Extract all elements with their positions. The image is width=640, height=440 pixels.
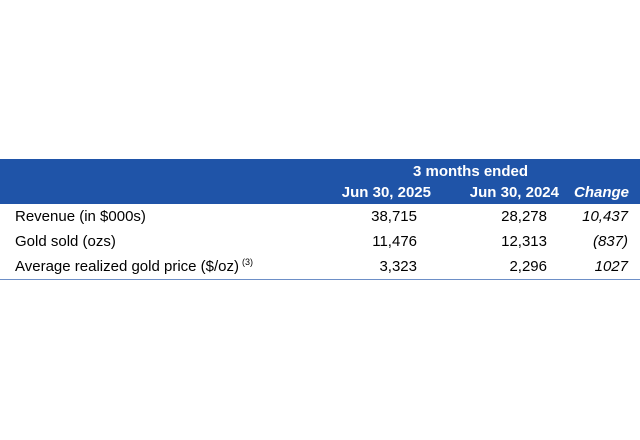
table-row-revenue: Revenue (in $000s) 38,715 28,278 10,437 xyxy=(0,204,640,229)
table-body: Revenue (in $000s) 38,715 28,278 10,437 … xyxy=(0,204,640,280)
value-change: 1027 xyxy=(594,258,628,275)
table-row-average-gold-price: Average realized gold price ($/oz) (3) 3,… xyxy=(0,254,640,279)
value-current: 11,476 xyxy=(372,233,417,250)
value-prior: 28,278 xyxy=(501,208,547,225)
row-label-text: Average realized gold price ($/oz) xyxy=(15,258,240,275)
row-label: Revenue (in $000s) xyxy=(15,208,146,225)
column-header-prior: Jun 30, 2024 xyxy=(469,184,559,201)
row-label: Average realized gold price ($/oz) (3) xyxy=(15,257,254,275)
row-label-text: Revenue (in $000s) xyxy=(15,208,146,225)
table-row-gold-sold: Gold sold (ozs) 11,476 12,313 (837) xyxy=(0,229,640,254)
value-current: 38,715 xyxy=(371,208,417,225)
table-header: 3 months ended Jun 30, 2025 Jun 30, 2024… xyxy=(0,159,640,204)
value-change: (837) xyxy=(592,233,628,250)
value-current: 3,323 xyxy=(379,258,417,275)
row-label-text: Gold sold (ozs) xyxy=(15,233,116,250)
financial-summary-table: 3 months ended Jun 30, 2025 Jun 30, 2024… xyxy=(0,159,640,280)
value-prior: 2,296 xyxy=(509,258,547,275)
column-header-change: Change xyxy=(573,184,629,201)
value-change: 10,437 xyxy=(582,208,628,225)
column-header-current: Jun 30, 2025 xyxy=(341,184,431,201)
footnote-marker: (3) xyxy=(242,257,254,267)
row-label: Gold sold (ozs) xyxy=(15,233,116,250)
value-prior: 12,313 xyxy=(501,233,547,250)
period-label: 3 months ended xyxy=(413,163,529,180)
